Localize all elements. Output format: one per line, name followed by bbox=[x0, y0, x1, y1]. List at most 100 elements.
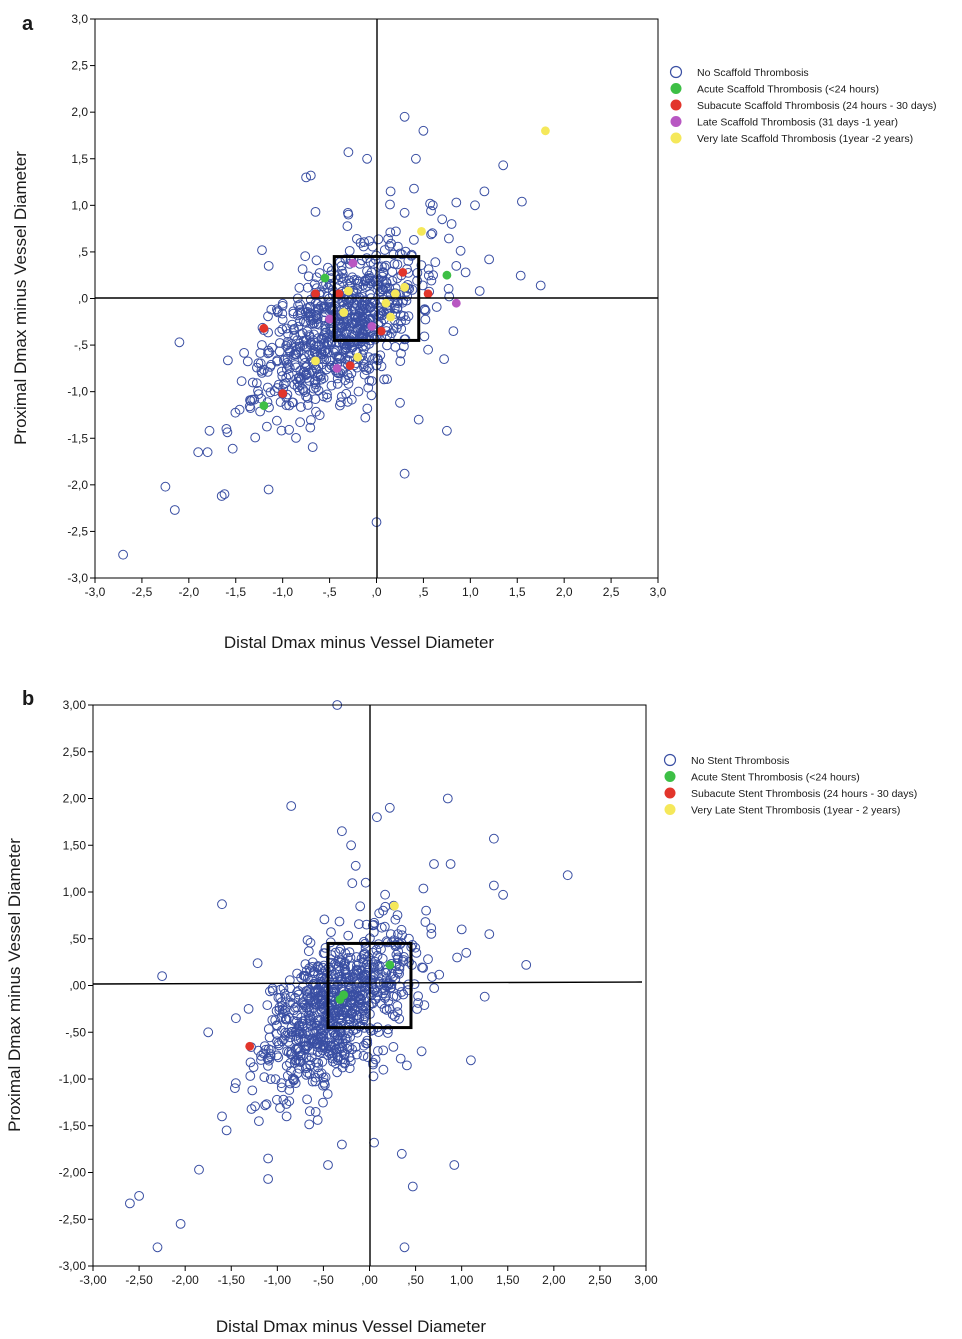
x-tick-label: -1,0 bbox=[272, 585, 293, 599]
x-tick-label: ,00 bbox=[361, 1273, 378, 1287]
data-point-filled bbox=[442, 270, 452, 280]
legend-label: Subacute Scaffold Thrombosis (24 hours -… bbox=[697, 100, 937, 112]
data-point-open bbox=[340, 319, 351, 330]
data-point-open bbox=[413, 414, 424, 425]
data-point-open bbox=[335, 1034, 345, 1044]
x-tick-label: -2,0 bbox=[178, 585, 199, 599]
data-point-open bbox=[429, 983, 440, 993]
data-point-open bbox=[276, 1078, 287, 1089]
data-point-open bbox=[284, 1096, 295, 1107]
data-point-open bbox=[313, 385, 324, 396]
data-point-open bbox=[373, 310, 384, 321]
data-point-open bbox=[515, 270, 526, 281]
data-point-open bbox=[157, 971, 168, 981]
data-point-open bbox=[423, 344, 434, 355]
data-point-open bbox=[423, 270, 434, 281]
data-point-open bbox=[521, 960, 532, 970]
data-point-open bbox=[386, 969, 397, 979]
data-point-open bbox=[282, 339, 293, 350]
data-point-open bbox=[343, 979, 354, 989]
data-point-open bbox=[346, 961, 356, 971]
data-point-open bbox=[460, 267, 471, 278]
data-point-open bbox=[361, 365, 372, 376]
data-point-open bbox=[351, 964, 362, 975]
data-point-open bbox=[399, 468, 410, 479]
data-point-open bbox=[301, 1069, 312, 1080]
data-point-open bbox=[330, 958, 341, 969]
data-point-open bbox=[427, 972, 437, 982]
data-point-open bbox=[303, 992, 314, 1002]
data-point-open bbox=[412, 275, 423, 286]
data-point-open bbox=[391, 949, 402, 960]
data-point-open bbox=[340, 1005, 351, 1015]
data-point-open bbox=[272, 1094, 282, 1105]
data-point-open bbox=[313, 1062, 323, 1073]
data-point-filled bbox=[367, 322, 377, 331]
data-point-open bbox=[230, 407, 241, 418]
y-tick-label: -1,50 bbox=[59, 1119, 87, 1133]
data-point-open bbox=[281, 1111, 292, 1122]
data-point-filled bbox=[386, 312, 395, 322]
data-point-open bbox=[298, 970, 309, 981]
data-point-open bbox=[330, 346, 341, 357]
data-point-open bbox=[281, 1099, 292, 1109]
data-point-open bbox=[288, 308, 299, 319]
data-point-open bbox=[434, 969, 445, 980]
data-point-open bbox=[169, 505, 180, 515]
data-point-open bbox=[318, 1072, 329, 1083]
data-point-open bbox=[263, 484, 274, 495]
data-point-filled bbox=[311, 356, 320, 366]
data-point-open bbox=[257, 368, 267, 378]
data-point-open bbox=[391, 226, 401, 237]
data-point-open bbox=[217, 1111, 227, 1122]
data-point-open bbox=[489, 880, 499, 891]
data-point-filled bbox=[278, 389, 288, 398]
data-point-open bbox=[444, 291, 455, 302]
data-point-open bbox=[403, 979, 414, 990]
data-point-open bbox=[380, 901, 391, 912]
data-point-open bbox=[282, 364, 292, 375]
data-point-open bbox=[294, 282, 305, 293]
legend-marker bbox=[664, 787, 676, 799]
data-point-open bbox=[411, 153, 421, 164]
data-point-open bbox=[392, 967, 403, 978]
x-tick-label: 2,0 bbox=[556, 585, 573, 599]
data-point-open bbox=[344, 246, 355, 256]
data-point-open bbox=[279, 355, 289, 366]
data-point-open bbox=[263, 1060, 273, 1071]
data-point-open bbox=[403, 311, 414, 322]
data-point-open bbox=[399, 111, 410, 122]
data-point-open bbox=[451, 197, 462, 208]
data-point-open bbox=[461, 947, 472, 958]
data-point-open bbox=[315, 999, 325, 1010]
data-point-open bbox=[385, 186, 396, 197]
x-tick-label: -2,00 bbox=[171, 1273, 199, 1287]
data-point-open bbox=[312, 1046, 323, 1057]
data-point-open bbox=[342, 369, 353, 380]
data-point-open bbox=[362, 266, 372, 276]
data-point-open bbox=[413, 991, 424, 1001]
data-point-open bbox=[341, 326, 352, 337]
data-point-open bbox=[276, 1025, 287, 1036]
data-point-open bbox=[425, 198, 436, 209]
panel-a-y-axis-title: Proximal Dmax minus Vessel Diameter bbox=[11, 151, 30, 445]
data-point-open bbox=[283, 1037, 294, 1047]
y-tick-label: ,0 bbox=[78, 292, 88, 306]
data-point-open bbox=[333, 1030, 344, 1041]
data-point-open bbox=[355, 995, 366, 1006]
data-point-open bbox=[300, 971, 311, 982]
data-point-open bbox=[254, 1116, 264, 1126]
data-point-open bbox=[358, 1051, 369, 1061]
data-point-open bbox=[248, 1062, 259, 1072]
data-point-open bbox=[276, 1012, 287, 1022]
data-point-open bbox=[302, 1094, 313, 1105]
data-point-open bbox=[517, 196, 527, 207]
data-point-open bbox=[325, 356, 336, 366]
y-tick-label: 1,0 bbox=[71, 198, 88, 212]
data-point-open bbox=[446, 219, 457, 229]
x-tick-label: 3,00 bbox=[634, 1273, 658, 1287]
data-point-open bbox=[337, 826, 347, 837]
data-point-open bbox=[358, 1005, 369, 1016]
data-point-open bbox=[300, 251, 311, 262]
data-point-filled bbox=[345, 361, 355, 370]
